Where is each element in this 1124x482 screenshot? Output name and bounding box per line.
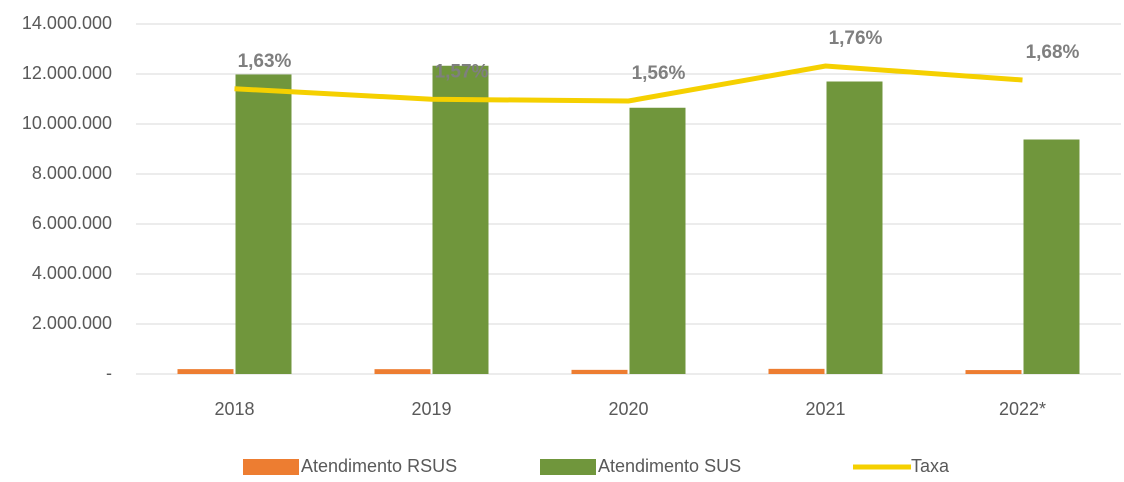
data-label: 1,56%	[632, 63, 686, 84]
y-tick-label: 12.000.000	[22, 63, 112, 83]
bar	[177, 369, 234, 374]
legend-label: Atendimento RSUS	[301, 456, 457, 476]
line	[234, 63, 1023, 104]
data-label: 1,63%	[238, 51, 292, 72]
data-label: 1,76%	[829, 28, 883, 49]
y-tick-label: 10.000.000	[22, 113, 112, 133]
bar	[826, 81, 883, 374]
y-tick-label: 8.000.000	[32, 163, 112, 183]
y-tick-label: 6.000.000	[32, 213, 112, 233]
y-tick-label: 2.000.000	[32, 313, 112, 333]
y-tick-label: 14.000.000	[22, 13, 112, 33]
bar	[374, 369, 431, 374]
bar	[571, 369, 628, 374]
y-tick-label: 4.000.000	[32, 263, 112, 283]
legend-label: Atendimento SUS	[598, 456, 741, 476]
legend-label: Taxa	[911, 456, 950, 476]
bar	[629, 107, 686, 374]
bar	[1023, 139, 1080, 374]
x-tick-label: 2019	[411, 399, 451, 419]
bar	[432, 65, 489, 374]
x-tick-label: 2022*	[999, 399, 1046, 419]
x-tick-label: 2020	[608, 399, 648, 419]
bar	[768, 368, 825, 374]
legend-swatch	[243, 459, 299, 475]
data-label: 1,68%	[1026, 42, 1080, 63]
x-tick-label: 2021	[805, 399, 845, 419]
bar	[965, 370, 1022, 374]
bar	[235, 74, 292, 374]
y-tick-label: -	[106, 363, 112, 383]
data-label: 1,57%	[435, 61, 489, 82]
x-tick-label: 2018	[214, 399, 254, 419]
legend-swatch	[540, 459, 596, 475]
